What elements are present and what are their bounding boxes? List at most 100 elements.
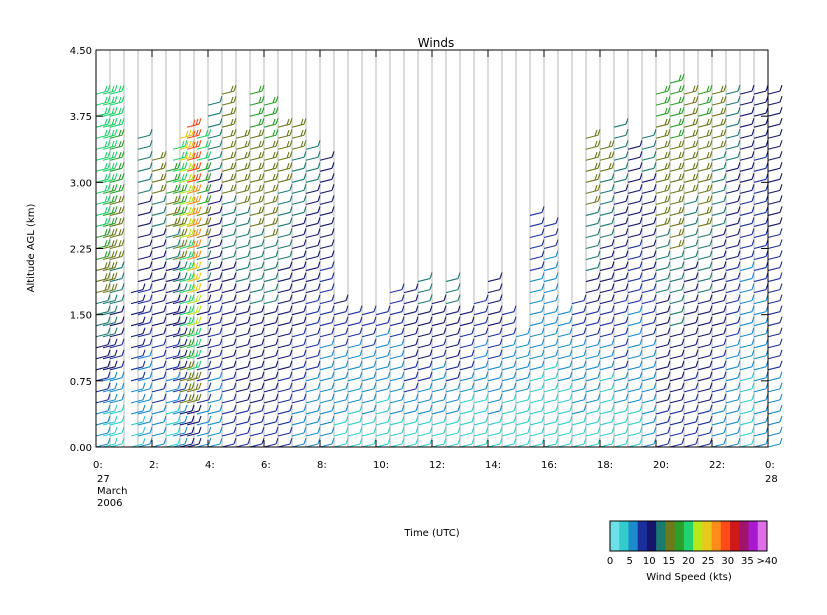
wind-barb-flag [667,393,671,401]
wind-barb [221,112,235,117]
wind-barb [711,255,725,261]
wind-barb [767,322,781,327]
wind-barb [739,112,753,117]
wind-barb-flag [401,415,405,423]
wind-barb [263,145,277,150]
wind-barb-flag [184,426,188,434]
wind-barb [196,300,209,305]
wind-barb-flag [639,338,643,345]
wind-barb [291,399,305,404]
wind-barb-flag [233,184,237,191]
wind-barb-flag [709,349,713,356]
wind-barb-flag [149,415,153,423]
wind-barb [543,311,557,316]
wind-barb [571,432,585,437]
wind-barb [375,366,389,371]
wind-barb-flag [188,162,192,170]
wind-barb-flag [275,316,279,323]
wind-barb [235,255,249,261]
wind-barb [305,399,319,404]
wind-barb-flag [611,382,615,390]
wind-barb-flag [597,272,601,279]
wind-barb [711,333,725,338]
wind-barb-flag [188,251,192,258]
wind-barb [585,289,599,294]
wind-barb-flag [751,349,755,356]
wind-barb [473,366,487,371]
wind-barb [249,344,263,349]
wind-barb-flag [779,162,783,169]
wind-barb-flag [121,294,125,301]
wind-barb [235,278,249,283]
wind-barb-flag [527,404,531,412]
wind-barb-flag [779,404,783,412]
wind-barb-flag [111,162,115,170]
wind-barb [249,167,263,172]
wind-barb [767,123,781,128]
wind-barb-flag [653,305,657,312]
wind-barb-flag [513,404,517,412]
x-tick-label: 2: [149,460,159,471]
wind-barb [196,410,209,415]
wind-barb-flag [681,106,685,114]
wind-barb [725,333,739,338]
wind-barb-flag [359,426,363,434]
wind-barb-flag [191,338,195,345]
wind-barb [179,255,193,261]
wind-barb-flag [695,316,699,323]
wind-barb [627,178,641,183]
wind-barb [172,222,186,227]
wind-barb [739,244,753,250]
wind-barb-flag [513,393,517,401]
wind-barb [102,432,116,437]
wind-barb-flag [597,162,601,169]
wind-barb [459,322,473,327]
wind-barb [102,311,116,316]
wind-barb-flag [695,360,699,367]
wind-barb-flag [233,382,237,390]
wind-barb-flag [653,316,657,323]
wind-barb-flag [289,305,293,312]
wind-barb-flag [779,228,783,235]
wind-barb-flag [219,261,223,268]
wind-barb-flag [471,426,475,434]
wind-barb-flag [737,404,741,412]
wind-barb-flag [331,349,335,356]
wind-barb-flag [317,426,321,434]
wind-barb-flag [184,239,188,246]
wind-barb-flag [527,415,531,423]
wind-barb [515,355,529,360]
wind-barb [361,377,375,382]
wind-barb-flag [121,415,125,423]
wind-barb-flag [611,162,615,169]
wind-barb-flag [706,184,710,192]
wind-barb [277,145,291,150]
wind-barb-flag [415,393,419,401]
wind-barb [221,123,235,128]
wind-barb [725,123,739,128]
wind-barb [130,289,144,294]
wind-barb-flag [272,195,276,203]
wind-barb [249,244,263,250]
wind-barb [151,255,165,261]
wind-barb-flag [205,218,209,225]
wind-barb [599,355,613,360]
wind-barb-flag [597,206,601,213]
y-tick-label: 0.00 [70,443,92,454]
wind-barb-flag [429,338,433,345]
wind-barb [515,410,529,415]
wind-barb [725,267,739,272]
wind-barb-flag [174,206,178,214]
wind-barb-flag [485,382,489,390]
wind-barb-flag [289,371,293,379]
wind-barb [102,101,116,106]
wind-barb [165,399,179,404]
wind-barb [102,233,116,239]
wind-barb [613,377,627,382]
wind-barb-flag [188,306,192,313]
wind-barb [613,333,627,338]
wind-barb-flag [706,96,710,104]
wind-barb [179,167,193,172]
wind-barb [711,289,725,294]
wind-barb-flag [706,107,710,115]
